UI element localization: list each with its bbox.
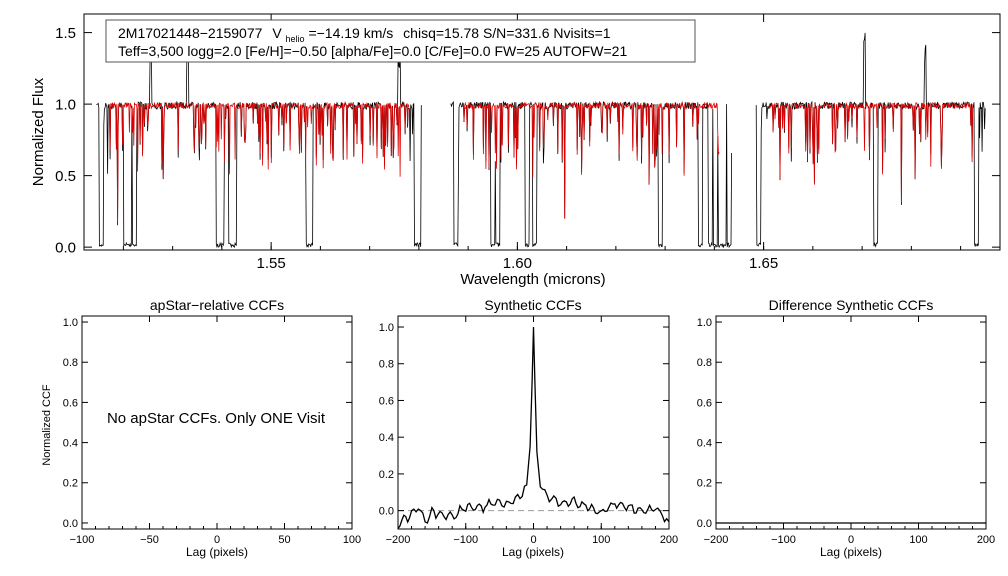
y-tick-label: 0.0 [697,518,712,530]
y-tick-label: 1.0 [63,317,78,329]
spectrum-annotation-box [105,19,696,63]
x-tick-label: −100 [453,534,478,546]
apstar-ccf-ticks: −100 −50 0 50 100 0.0 0.2 0.4 0.6 0.8 1.0 [63,316,361,546]
y-tick-label: 0.0 [63,518,78,530]
x-tick-label: 100 [592,534,610,546]
synthetic-ccf-ticks: −200 −100 0 100 200 0.0 0.2 0.4 0.6 0.8 1.0 [379,316,678,546]
y-tick-label: 0.6 [697,397,712,409]
model-spectrum-chip-2 [463,101,720,219]
y-tick-label: 0.8 [63,357,78,369]
spectrum-ticks: 1.55 1.60 1.65 0.0 0.5 1.0 1.5 [55,14,1000,272]
difference-ccf-xlabel: Lag (pixels) [820,545,882,559]
y-tick-label: 0.2 [697,478,712,490]
x-tick-label: 0 [530,534,536,546]
observed-spectrum-chip-3 [755,32,986,248]
apstar-ccf-ylabel: Normalized CCF [41,384,53,466]
x-tick-label: −200 [386,534,411,546]
y-tick-label: 1.0 [55,96,76,113]
no-ccf-message: No apStar CCFs. Only ONE Visit [107,410,326,427]
spectrum-xlabel: Wavelength (microns) [460,271,605,288]
vhelio-value: =−14.19 km/s [308,25,393,41]
difference-ccf-axes-frame [715,315,987,530]
y-tick-label: 0.8 [697,357,712,369]
y-tick-label: 0.8 [379,359,394,371]
x-tick-label: 1.60 [503,255,532,272]
model-spectrum-chip-3 [768,101,974,203]
x-tick-label: 0 [214,534,220,546]
y-tick-label: 1.0 [379,322,394,334]
x-tick-label: 0 [848,534,854,546]
x-tick-label: 200 [660,534,678,546]
spectrum-annotation-line1: 2M17021448−2159077 V helio =−14.19 km/s … [118,25,611,45]
x-tick-label: −50 [140,534,159,546]
x-tick-label: 1.65 [749,255,778,272]
spectrum-series [96,32,986,249]
y-tick-label: 0.0 [379,505,394,517]
difference-ccf-ticks: −200 −100 0 100 200 0.0 0.2 0.4 0.6 0.8 1.0 [697,316,995,546]
fit-stats: chisq=15.78 S/N=331.6 Nvisits=1 [403,25,611,41]
spectrum-panel: 1.55 1.60 1.65 0.0 0.5 1.0 1.5 2M17021448−2159… [30,13,1001,288]
stellar-params: Teff=3,500 logg=2.0 [Fe/H]=−0.50 [alpha/… [118,43,627,59]
difference-ccf-title: Difference Synthetic CCFs [769,297,934,313]
y-tick-label: 0.5 [55,168,76,185]
vhelio-label: V [272,25,282,41]
y-tick-label: 0.6 [63,397,78,409]
y-tick-label: 1.5 [55,25,76,42]
x-tick-label: 50 [278,534,290,546]
x-tick-label: −100 [771,534,796,546]
synthetic-ccf-curve [397,326,670,529]
y-tick-label: 0.0 [55,239,76,256]
model-spectrum-chip-1 [108,101,410,223]
apstar-ccf-title: apStar−relative CCFs [150,297,284,313]
x-tick-label: −100 [70,534,95,546]
x-tick-label: 100 [909,534,927,546]
difference-ccf-panel: −200 −100 0 100 200 0.0 0.2 0.4 0.6 0.8 1.0 Differ… [697,297,995,559]
observed-spectrum-chip-1 [96,33,422,249]
y-tick-label: 0.6 [379,395,394,407]
apstar-ccf-xlabel: Lag (pixels) [186,545,248,559]
spectrum-axes-frame [83,13,1001,251]
y-tick-label: 0.4 [63,437,78,449]
y-tick-label: 0.4 [697,437,712,449]
synthetic-ccf-panel: −200 −100 0 100 200 0.0 0.2 0.4 0.6 0.8 1.0 Synthe… [379,297,678,559]
y-tick-label: 0.2 [379,469,394,481]
apstar-ccf-panel: −100 −50 0 50 100 0.0 0.2 0.4 0.6 0.8 1.0 apStar−r… [41,297,361,559]
y-tick-label: 0.2 [63,478,78,490]
x-tick-label: 200 [977,534,995,546]
y-tick-label: 0.4 [379,432,394,444]
observed-spectrum-chip-2 [450,100,732,249]
vhelio-subscript: helio [286,34,305,44]
synthetic-ccf-xlabel: Lag (pixels) [502,545,564,559]
star-id: 2M17021448−2159077 [118,25,263,41]
x-tick-label: 100 [343,534,361,546]
y-tick-label: 1.0 [697,317,712,329]
x-tick-label: 1.55 [257,255,286,272]
spectrum-ylabel: Normalized Flux [30,77,47,186]
x-tick-label: −200 [704,534,729,546]
synthetic-ccf-title: Synthetic CCFs [484,297,581,313]
